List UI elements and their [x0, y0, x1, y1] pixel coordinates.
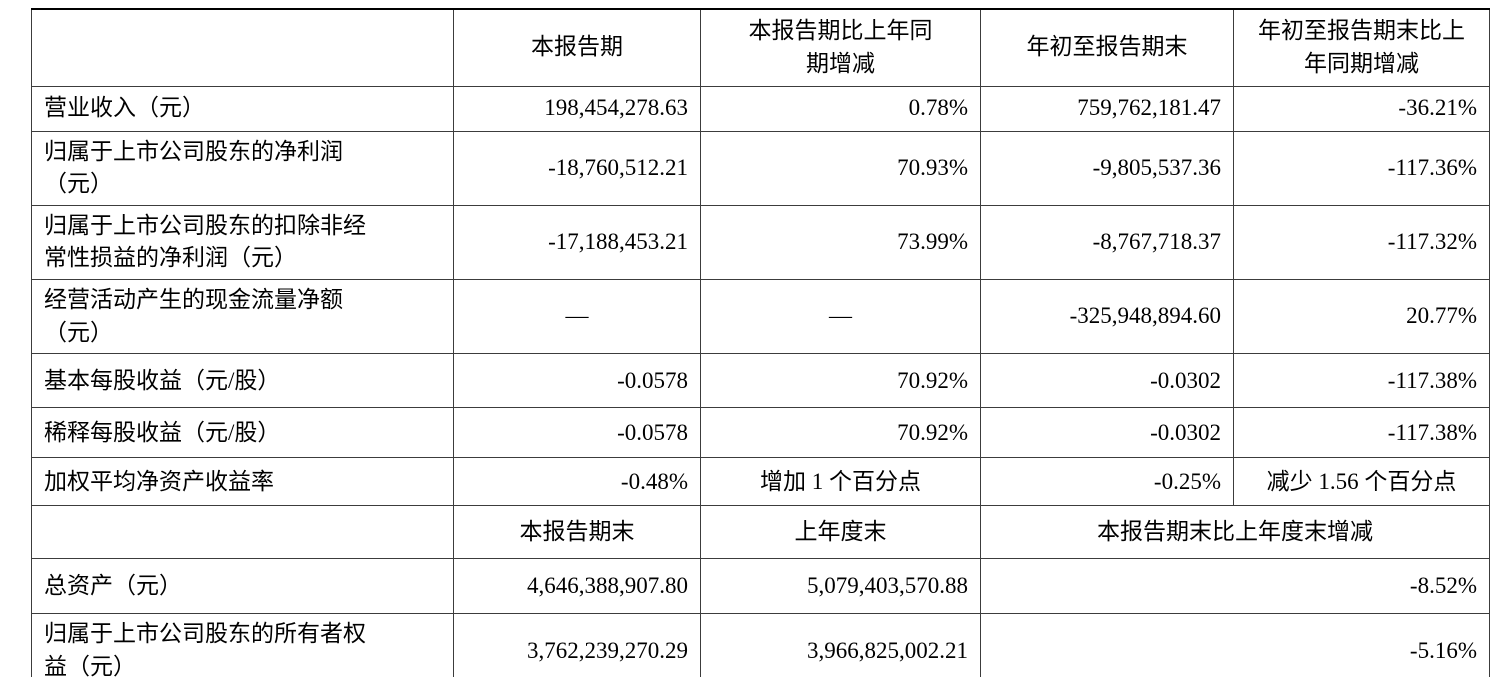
header-end-of-period: 本报告期末 — [453, 505, 701, 560]
cell-cash-flow-ytd-vs-prior: 20.77% — [1233, 279, 1490, 355]
cell-roe-ytd-vs-prior: 减少 1.56 个百分点 — [1233, 457, 1490, 507]
cell-net-profit-current-vs-prior: 70.93% — [700, 130, 981, 206]
header-current-period: 本报告期 — [453, 8, 701, 87]
cell-basic-eps-ytd-vs-prior: -117.38% — [1233, 353, 1490, 409]
financial-summary-table: 本报告期 本报告期比上年同 期增减 年初至报告期末 年初至报告期末比上 年同期增… — [31, 8, 1490, 677]
cell-revenue-current-vs-prior: 0.78% — [700, 85, 981, 132]
cell-total-assets-change: -8.52% — [980, 558, 1490, 615]
cell-revenue-ytd-vs-prior: -36.21% — [1233, 85, 1490, 132]
corner-cell — [31, 8, 454, 87]
cell-net-profit-current-period: -18,760,512.21 — [453, 130, 701, 206]
header-current-vs-prior: 本报告期比上年同 期增减 — [700, 8, 981, 87]
cell-diluted-eps-ytd-vs-prior: -117.38% — [1233, 407, 1490, 459]
cell-revenue-label: 营业收入（元） — [31, 85, 454, 132]
cell-basic-eps-current-period: -0.0578 — [453, 353, 701, 409]
cell-cash-flow-current-period: — — [453, 279, 701, 355]
cell-diluted-eps-current-vs-prior: 70.92% — [700, 407, 981, 459]
cell-roe-ytd: -0.25% — [980, 457, 1234, 507]
cell-revenue-current-period: 198,454,278.63 — [453, 85, 701, 132]
cell-revenue-ytd: 759,762,181.47 — [980, 85, 1234, 132]
cell-total-assets-prior-year: 5,079,403,570.88 — [700, 558, 981, 615]
cell-cash-flow-label: 经营活动产生的现金流量净额 （元） — [31, 279, 454, 355]
table-row-basic-eps: 基本每股收益（元/股） -0.0578 70.92% -0.0302 -117.… — [31, 353, 1490, 409]
cell-net-profit-ytd-vs-prior: -117.36% — [1233, 130, 1490, 206]
cell-equity-label: 归属于上市公司股东的所有者权 益（元） — [31, 613, 454, 677]
cell-net-profit-ex-ytd-vs-prior: -117.32% — [1233, 204, 1490, 281]
cell-net-profit-label: 归属于上市公司股东的净利润 （元） — [31, 130, 454, 206]
header-period-end-change: 本报告期末比上年度末增减 — [980, 505, 1490, 560]
cell-equity-change: -5.16% — [980, 613, 1490, 677]
cell-total-assets-label: 总资产（元） — [31, 558, 454, 615]
table-row-net-profit-ex-nonrecurring: 归属于上市公司股东的扣除非经 常性损益的净利润（元） -17,188,453.2… — [31, 204, 1490, 281]
header-end-of-prior-year: 上年度末 — [700, 505, 981, 560]
table-row-equity: 归属于上市公司股东的所有者权 益（元） 3,762,239,270.29 3,9… — [31, 613, 1490, 677]
cell-diluted-eps-current-period: -0.0578 — [453, 407, 701, 459]
header-ytd: 年初至报告期末 — [980, 8, 1234, 87]
corner-cell — [31, 505, 454, 560]
cell-net-profit-ex-ytd: -8,767,718.37 — [980, 204, 1234, 281]
table-row-weighted-avg-roe: 加权平均净资产收益率 -0.48% 增加 1 个百分点 -0.25% 减少 1.… — [31, 457, 1490, 507]
cell-roe-current-period: -0.48% — [453, 457, 701, 507]
cell-cash-flow-current-vs-prior: — — [700, 279, 981, 355]
period-header-row: 本报告期 本报告期比上年同 期增减 年初至报告期末 年初至报告期末比上 年同期增… — [31, 8, 1490, 87]
cell-equity-prior-year: 3,966,825,002.21 — [700, 613, 981, 677]
table-row-revenue: 营业收入（元） 198,454,278.63 0.78% 759,762,181… — [31, 85, 1490, 132]
table-row-operating-cash-flow: 经营活动产生的现金流量净额 （元） — — -325,948,894.60 20… — [31, 279, 1490, 355]
table-row-total-assets: 总资产（元） 4,646,388,907.80 5,079,403,570.88… — [31, 558, 1490, 615]
cell-diluted-eps-label: 稀释每股收益（元/股） — [31, 407, 454, 459]
cell-net-profit-ex-current-period: -17,188,453.21 — [453, 204, 701, 281]
cell-roe-current-vs-prior: 增加 1 个百分点 — [700, 457, 981, 507]
cell-equity-end-of-period: 3,762,239,270.29 — [453, 613, 701, 677]
table-row-net-profit: 归属于上市公司股东的净利润 （元） -18,760,512.21 70.93% … — [31, 130, 1490, 206]
cell-net-profit-ex-current-vs-prior: 73.99% — [700, 204, 981, 281]
cell-total-assets-end-of-period: 4,646,388,907.80 — [453, 558, 701, 615]
header-ytd-vs-prior: 年初至报告期末比上 年同期增减 — [1233, 8, 1490, 87]
year-end-header-row: 本报告期末 上年度末 本报告期末比上年度末增减 — [31, 505, 1490, 560]
cell-roe-label: 加权平均净资产收益率 — [31, 457, 454, 507]
cell-cash-flow-ytd: -325,948,894.60 — [980, 279, 1234, 355]
cell-basic-eps-label: 基本每股收益（元/股） — [31, 353, 454, 409]
cell-basic-eps-current-vs-prior: 70.92% — [700, 353, 981, 409]
cell-net-profit-ytd: -9,805,537.36 — [980, 130, 1234, 206]
cell-net-profit-ex-label: 归属于上市公司股东的扣除非经 常性损益的净利润（元） — [31, 204, 454, 281]
cell-diluted-eps-ytd: -0.0302 — [980, 407, 1234, 459]
cell-basic-eps-ytd: -0.0302 — [980, 353, 1234, 409]
table-row-diluted-eps: 稀释每股收益（元/股） -0.0578 70.92% -0.0302 -117.… — [31, 407, 1490, 459]
